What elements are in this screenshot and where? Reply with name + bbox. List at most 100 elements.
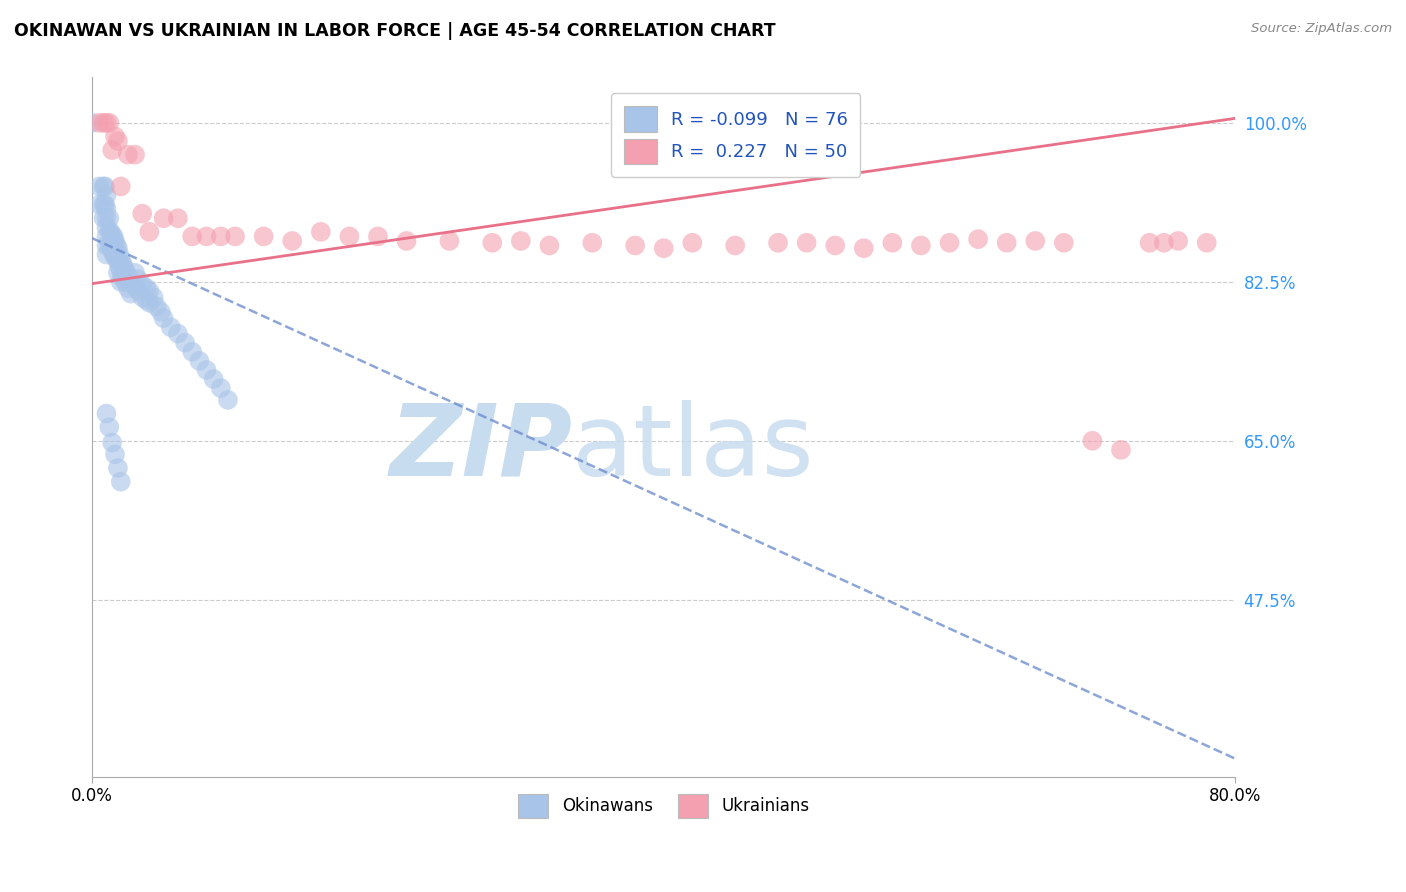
Point <box>89 116 111 130</box>
Point <box>138 295 160 310</box>
Point <box>174 335 197 350</box>
Point <box>110 275 132 289</box>
Point <box>110 263 132 277</box>
Point <box>100 225 122 239</box>
Point <box>98 211 121 226</box>
Legend: Okinawans, Ukrainians: Okinawans, Ukrainians <box>512 788 815 824</box>
Point <box>100 238 122 252</box>
Point <box>96 229 118 244</box>
Point <box>103 247 125 261</box>
Point <box>89 179 111 194</box>
Point <box>107 254 129 268</box>
Point <box>1167 234 1189 248</box>
Point <box>367 229 389 244</box>
Point <box>1139 235 1161 250</box>
Point <box>124 279 146 293</box>
Point <box>766 235 789 250</box>
Point <box>98 116 121 130</box>
Point <box>110 179 132 194</box>
Point <box>108 260 131 274</box>
Point <box>111 257 134 271</box>
Point <box>89 197 111 211</box>
Text: atlas: atlas <box>572 400 814 497</box>
Point <box>107 461 129 475</box>
Point <box>117 268 139 283</box>
Point <box>112 272 135 286</box>
Point <box>538 238 561 252</box>
Point <box>195 229 218 244</box>
Point <box>824 238 846 252</box>
Point <box>181 344 204 359</box>
Point <box>96 116 118 130</box>
Point <box>202 372 225 386</box>
Point <box>581 235 603 250</box>
Point <box>93 211 115 226</box>
Point <box>209 381 232 395</box>
Point <box>104 447 127 461</box>
Point <box>152 311 174 326</box>
Point <box>281 234 304 248</box>
Point <box>124 266 146 280</box>
Point <box>96 202 118 216</box>
Point <box>796 235 818 250</box>
Point <box>1153 235 1175 250</box>
Point <box>209 229 232 244</box>
Point <box>152 211 174 226</box>
Point <box>114 275 136 289</box>
Point <box>111 268 134 283</box>
Point <box>681 235 703 250</box>
Point <box>117 147 139 161</box>
Point <box>439 234 461 248</box>
Point <box>104 247 127 261</box>
Point <box>104 234 127 248</box>
Point <box>217 392 239 407</box>
Point <box>96 407 118 421</box>
Point <box>93 179 115 194</box>
Point <box>224 229 246 244</box>
Text: OKINAWAN VS UKRAINIAN IN LABOR FORCE | AGE 45-54 CORRELATION CHART: OKINAWAN VS UKRAINIAN IN LABOR FORCE | A… <box>14 22 776 40</box>
Point <box>107 241 129 255</box>
Point <box>110 252 132 266</box>
Point <box>96 211 118 226</box>
Point <box>181 229 204 244</box>
Point <box>127 284 149 298</box>
Point <box>114 263 136 277</box>
Point <box>101 435 124 450</box>
Point <box>195 363 218 377</box>
Point <box>110 475 132 489</box>
Point <box>101 143 124 157</box>
Point <box>94 197 117 211</box>
Point <box>138 284 160 298</box>
Point <box>509 234 531 248</box>
Point <box>167 326 190 341</box>
Text: ZIP: ZIP <box>389 400 572 497</box>
Point <box>624 238 647 252</box>
Point <box>101 229 124 244</box>
Point <box>1109 442 1132 457</box>
Point <box>652 241 675 255</box>
Point <box>131 277 153 292</box>
Point <box>124 147 146 161</box>
Point <box>107 266 129 280</box>
Point <box>167 211 190 226</box>
Point <box>882 235 904 250</box>
Point <box>112 260 135 274</box>
Point <box>108 247 131 261</box>
Point <box>253 229 276 244</box>
Point <box>94 179 117 194</box>
Point <box>395 234 418 248</box>
Point <box>93 116 115 130</box>
Point <box>117 281 139 295</box>
Point <box>98 238 121 252</box>
Point <box>103 229 125 244</box>
Point <box>98 225 121 239</box>
Point <box>1195 235 1218 250</box>
Point <box>1081 434 1104 448</box>
Point <box>105 238 128 252</box>
Point <box>159 320 181 334</box>
Point <box>188 354 211 368</box>
Point <box>1053 235 1076 250</box>
Point <box>149 305 172 319</box>
Point <box>96 247 118 261</box>
Point <box>82 116 104 130</box>
